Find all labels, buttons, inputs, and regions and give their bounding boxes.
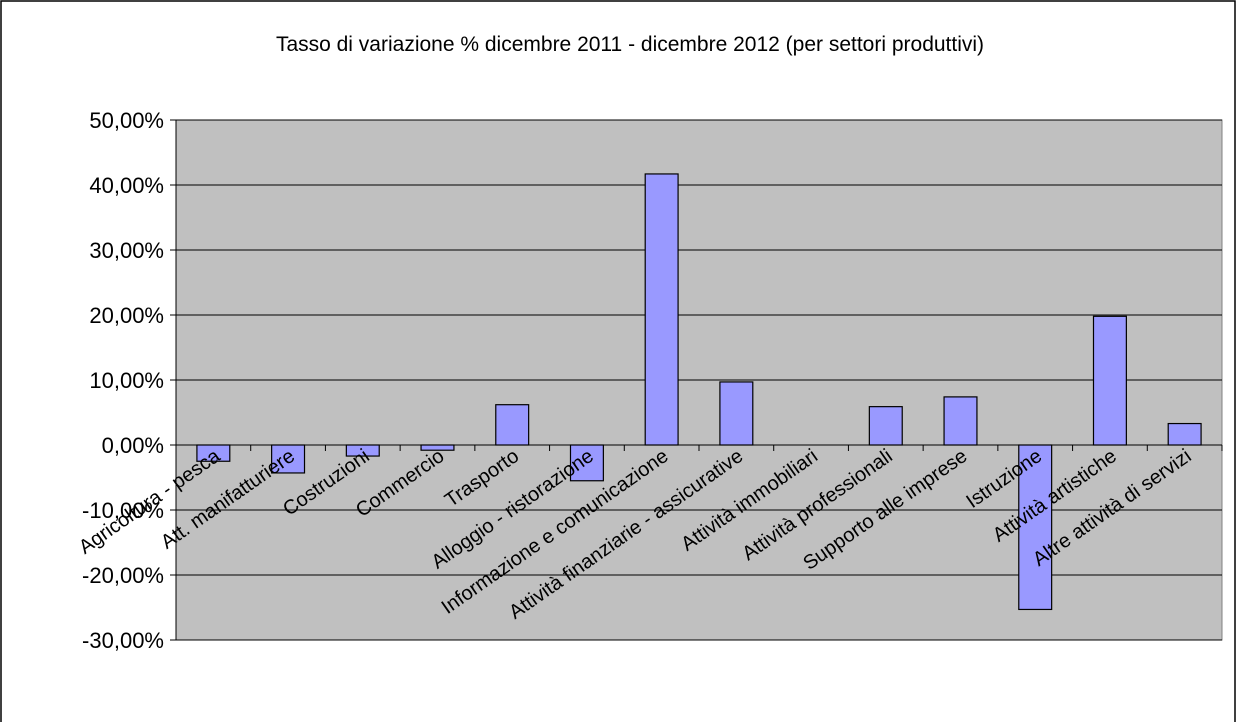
y-tick-label: 50,00%	[89, 108, 164, 133]
y-tick-label: 30,00%	[89, 238, 164, 263]
y-tick-label: 10,00%	[89, 368, 164, 393]
y-tick-label: -20,00%	[82, 563, 164, 588]
bar-12	[1092, 315, 1127, 446]
y-tick-label: 0,00%	[102, 433, 164, 458]
bar-13	[1167, 422, 1202, 446]
chart-title: Tasso di variazione % dicembre 2011 - di…	[276, 33, 984, 56]
y-tick-label: 20,00%	[89, 303, 164, 328]
bar-10	[943, 396, 978, 446]
bar-9	[868, 406, 903, 446]
y-tick-label: 40,00%	[89, 173, 164, 198]
y-tick-label: -30,00%	[82, 628, 164, 653]
bar-5	[569, 444, 604, 482]
y-tick-label: -10,00%	[82, 498, 164, 523]
bar-11	[1018, 444, 1053, 611]
bar-7	[719, 381, 754, 446]
bar-1	[271, 444, 306, 474]
y-axis-ticks: 50,00% 40,00% 30,00% 20,00% 10,00% 0,00% -10,0…	[82, 108, 176, 653]
bar-6	[644, 173, 679, 446]
bar-4	[495, 404, 530, 446]
